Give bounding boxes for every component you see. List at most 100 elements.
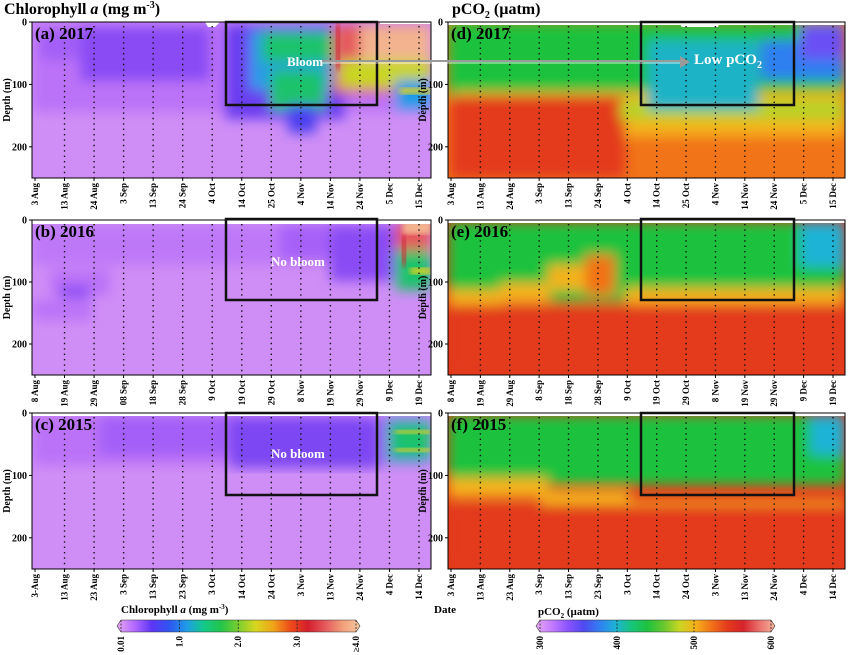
x-tick-label: 14 Oct: [652, 574, 662, 599]
y-tick-label: 100: [428, 278, 443, 289]
panel-a: [32, 22, 431, 178]
colorbar-tick-label: ≥4.0: [351, 636, 361, 653]
colorbar-tick-label: 600: [766, 636, 776, 650]
panel-b: [32, 220, 431, 375]
x-tick-label: 24 Oct: [266, 574, 276, 599]
x-tick-label: 4 Oct: [207, 183, 217, 204]
x-tick-label: 24 Sep: [593, 183, 603, 208]
x-tick-label: 19 Oct: [237, 380, 247, 405]
x-tick-label: 24 Nov: [769, 574, 779, 601]
x-tick-label: 14 Nov: [325, 183, 335, 210]
x-tick-label: 3 Sep: [119, 183, 129, 204]
x-tick-label: 28 Sep: [178, 380, 188, 405]
colorbar-tick-label: 0.01: [116, 636, 126, 652]
x-tick-label: 3 Aug: [30, 183, 40, 206]
x-tick-label: 14 Oct: [237, 574, 247, 599]
x-tick-label: 8 Aug: [446, 380, 456, 403]
x-tick-label: 08 Sep: [119, 380, 129, 405]
colorbar-tick-label: 3.0: [292, 636, 302, 648]
x-tick-label: 15 Dec: [828, 183, 838, 209]
x-tick-label: 3 Sep: [534, 183, 544, 204]
x-tick-label: 8 Aug: [30, 380, 40, 403]
panel-c: [32, 413, 431, 569]
x-tick-label: 13 Sep: [564, 574, 574, 599]
x-tick-label: 13 Nov: [740, 574, 750, 601]
bloom-annotation: Bloom: [287, 54, 323, 69]
colorbar-tick-label: 2.0: [233, 636, 243, 648]
x-tick-label: 13 Aug: [60, 183, 70, 210]
x-tick-label: 5 Dec: [799, 183, 809, 204]
x-tick-label: 24 Oct: [681, 574, 691, 599]
x-tick-label: 19 Aug: [475, 380, 485, 407]
colorbar-tick-label: 1.0: [174, 636, 184, 648]
x-tick-label: 14 Oct: [652, 183, 662, 208]
x-tick-label: 19 Oct: [652, 380, 662, 405]
x-tick-label: 8 Sep: [534, 380, 544, 401]
x-tick-label: 29 Oct: [681, 380, 691, 405]
colorbar-pco2-bar: [535, 619, 776, 633]
colorbar-pco2: pCO2 (µatm) 300 400 500 600: [535, 606, 776, 650]
panel-label-c: (c) 2015: [35, 415, 92, 434]
y-axis-label: Depth (m): [418, 276, 429, 320]
x-tick-label: 13 Sep: [148, 183, 158, 208]
x-tick-label: 4 Nov: [710, 183, 720, 206]
x-tick-label: 18 Sep: [148, 380, 158, 405]
x-tick-label: 14 Oct: [237, 183, 247, 208]
x-tick-label: 8 Nov: [296, 380, 306, 403]
y-tick-label: 0: [438, 409, 443, 420]
y-tick-label: 0: [22, 216, 27, 227]
colorbar-tick-label: 400: [612, 636, 622, 650]
y-tick-label: 100: [12, 80, 27, 91]
x-tick-label: 24 Nov: [355, 574, 365, 601]
x-tick-label: 13 Sep: [148, 574, 158, 599]
x-tick-label: 19 Nov: [740, 380, 750, 407]
y-tick-label: 0: [438, 216, 443, 227]
x-tick-label: 24 Sep: [178, 183, 188, 208]
y-tick-label: 200: [12, 142, 27, 153]
x-tick-label: 19 Dec: [828, 380, 838, 406]
x-tick-label: 9 Dec: [384, 380, 394, 401]
x-tick-label: 3 Nov: [296, 574, 306, 597]
x-tick-label: 29 Aug: [89, 380, 99, 407]
axes-a: 3 Aug 13 Aug 24 Aug 3 Sep 13 Sep 24 Sep 4 Oct 1…: [2, 18, 432, 210]
x-tick-label: 25 Oct: [266, 183, 276, 208]
x-tick-label: 24 Aug: [89, 183, 99, 210]
x-tick-label: 4 Dec: [799, 574, 809, 595]
highlight-box-a: [224, 20, 379, 107]
x-tick-label: 13 Aug: [60, 574, 70, 601]
y-tick-label: 100: [12, 471, 27, 482]
y-tick-label: 0: [438, 18, 443, 29]
x-tick-label: 15 Dec: [414, 183, 424, 209]
colorbar-tick-label: 300: [535, 636, 545, 650]
y-tick-label: 200: [428, 533, 443, 544]
highlight-box-e: [639, 217, 796, 302]
y-tick-label: 200: [12, 340, 27, 351]
x-tick-label: 24 Nov: [769, 183, 779, 210]
x-tick-label: 9 Dec: [799, 380, 809, 401]
x-tick-label: 3 Nov: [710, 574, 720, 597]
y-axis-label: Depth (m): [2, 78, 13, 122]
x-tick-label: 24 Aug: [505, 183, 515, 210]
low-pco2-annotation: Low pCO2: [694, 52, 762, 71]
no-bloom-annotation-b: No bloom: [271, 254, 325, 269]
x-tick-label: 3 Oct: [622, 574, 632, 595]
x-tick-label: 29 Nov: [769, 380, 779, 407]
bloom-to-low-pco2-arrow: [322, 56, 690, 68]
x-tick-label: 13 Aug: [475, 183, 485, 210]
x-tick-label: 19 Dec: [414, 380, 424, 406]
highlight-box-d: [639, 20, 796, 107]
x-tick-label: 13 Aug: [475, 574, 485, 601]
x-tick-label: 13 Nov: [325, 574, 335, 601]
left-title: Chlorophyll a (mg m-3): [4, 0, 160, 18]
y-tick-label: 200: [428, 142, 443, 153]
x-tick-label: 13 Sep: [564, 183, 574, 208]
x-axis-label: Date: [434, 604, 456, 616]
panel-f: [448, 413, 845, 569]
x-tick-label: 8 Nov: [710, 380, 720, 403]
x-tick-label: 3-Aug: [30, 574, 40, 598]
colorbar-chlorophyll: Chlorophyll a (mg m-3) 0.01 1.0 2.0 3.0 ≥4.0: [116, 603, 361, 652]
x-tick-label: 14 Nov: [740, 183, 750, 210]
x-tick-label: 23 Sep: [593, 574, 603, 599]
panel-e: [448, 220, 845, 375]
